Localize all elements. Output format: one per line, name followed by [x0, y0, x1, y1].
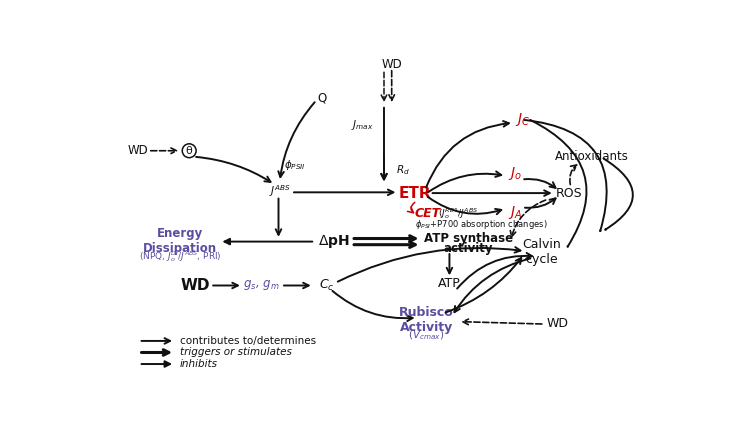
FancyArrowPatch shape — [604, 158, 633, 230]
Text: WD: WD — [127, 144, 148, 157]
Text: Energy
Dissipation: Energy Dissipation — [143, 227, 217, 255]
Text: $C_c$: $C_c$ — [318, 278, 334, 293]
Text: ETR: ETR — [398, 186, 431, 200]
Text: inhibits: inhibits — [180, 359, 218, 369]
FancyArrowPatch shape — [524, 120, 607, 231]
Text: ATP synthase: ATP synthase — [424, 232, 513, 245]
Text: $J_C$: $J_C$ — [515, 111, 530, 128]
Text: ROS: ROS — [556, 187, 582, 200]
Text: Rubisco
Activity: Rubisco Activity — [399, 306, 453, 334]
Text: $\Delta$pH: $\Delta$pH — [318, 233, 350, 250]
FancyArrowPatch shape — [530, 120, 586, 247]
Text: ($V_{cmax}$): ($V_{cmax}$) — [408, 329, 444, 342]
Text: WD: WD — [546, 317, 568, 330]
Text: $(J_o^{RE1}/J^{ABS}$: $(J_o^{RE1}/J^{ABS}$ — [438, 206, 478, 221]
Text: $R_d$: $R_d$ — [397, 163, 410, 177]
Text: WD: WD — [381, 58, 402, 71]
Text: $\phi_{PSII}$: $\phi_{PSII}$ — [285, 157, 306, 172]
Text: θ: θ — [186, 146, 193, 156]
Text: $g_s$, $g_m$: $g_s$, $g_m$ — [243, 279, 279, 292]
Text: ATP: ATP — [438, 277, 461, 289]
Text: $J_A$: $J_A$ — [508, 204, 522, 221]
Text: $J^{ABS}$: $J^{ABS}$ — [269, 183, 291, 199]
Text: $J_{max}$: $J_{max}$ — [351, 118, 374, 133]
Text: $\phi_{PSI}$+P700 absorption changes): $\phi_{PSI}$+P700 absorption changes) — [415, 218, 548, 231]
Text: $J_o$: $J_o$ — [508, 165, 522, 182]
Text: Calvin
cycle: Calvin cycle — [522, 238, 561, 266]
Text: Q: Q — [317, 92, 327, 105]
Text: Antioxidants: Antioxidants — [555, 150, 629, 163]
Text: CET: CET — [415, 207, 441, 220]
Text: WD: WD — [181, 278, 210, 293]
Text: (NPQ, $J_o^{Di}/J^{ABS}$, PRI): (NPQ, $J_o^{Di}/J^{ABS}$, PRI) — [139, 249, 221, 264]
Text: activity: activity — [444, 242, 494, 255]
Text: triggers or stimulates: triggers or stimulates — [180, 347, 292, 357]
Text: contributes to/determines: contributes to/determines — [180, 336, 316, 346]
